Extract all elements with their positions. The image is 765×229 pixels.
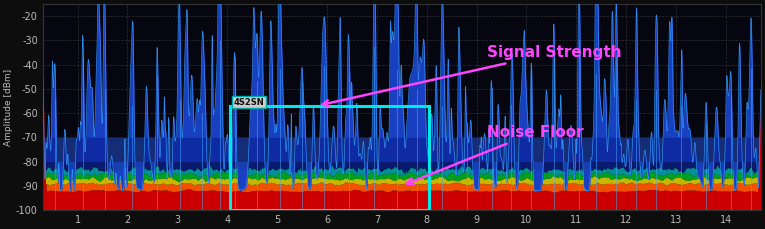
Text: 4S2SN: 4S2SN xyxy=(233,98,265,107)
Y-axis label: Amplitude [dBm]: Amplitude [dBm] xyxy=(4,68,13,146)
Bar xyxy=(230,106,429,210)
Text: Signal Strength: Signal Strength xyxy=(322,45,621,106)
Text: Noise Floor: Noise Floor xyxy=(407,125,583,184)
